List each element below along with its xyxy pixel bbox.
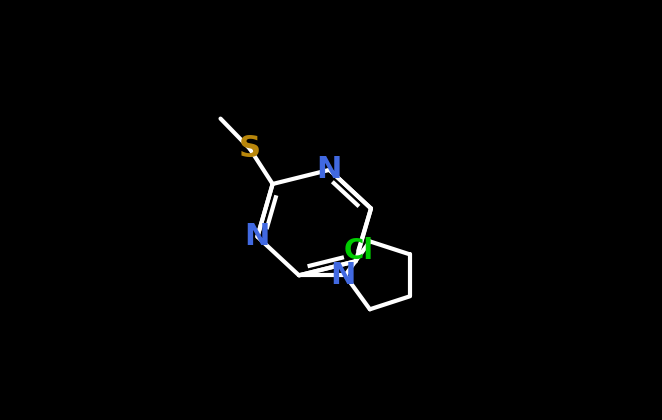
Text: Cl: Cl — [344, 237, 373, 265]
Text: N: N — [330, 261, 355, 290]
Text: N: N — [245, 222, 270, 251]
Text: S: S — [239, 134, 261, 163]
Text: N: N — [316, 155, 342, 184]
